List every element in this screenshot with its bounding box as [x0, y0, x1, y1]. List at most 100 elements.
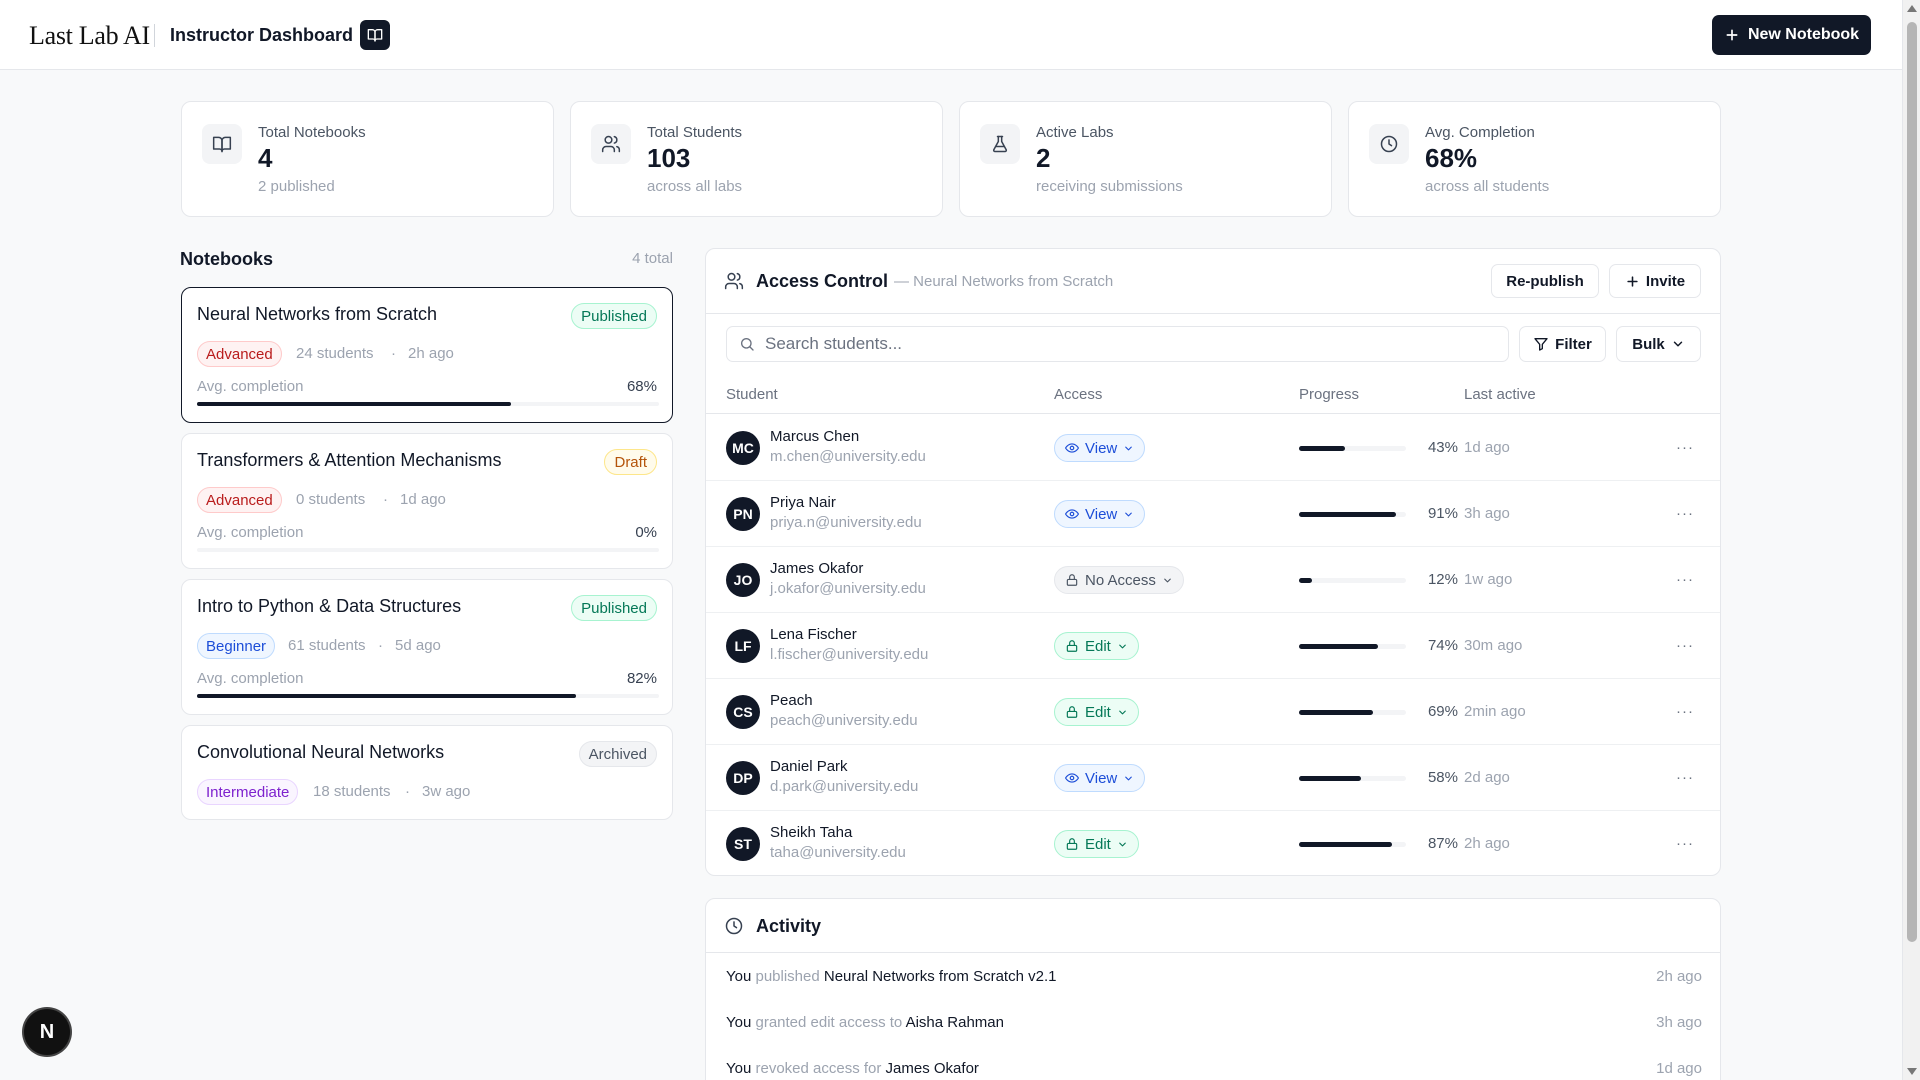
book-icon[interactable]: [360, 20, 390, 50]
avatar: DP: [726, 761, 760, 795]
page-scrollbar[interactable]: [1902, 0, 1920, 1080]
app-logo[interactable]: Last Lab AI: [29, 21, 150, 50]
notebook-students: 0 students: [296, 491, 366, 508]
table-header: Student Access Progress Last active: [706, 374, 1720, 414]
last-active: 2d ago: [1464, 769, 1510, 786]
republish-button[interactable]: Re-publish: [1491, 264, 1599, 298]
invite-button[interactable]: Invite: [1609, 264, 1701, 298]
chevron-down-icon: [1673, 341, 1682, 347]
notebook-students: 18 students: [313, 783, 391, 800]
column-header-progress[interactable]: Progress: [1299, 386, 1360, 403]
student-email: j.okafor@university.edu: [770, 580, 926, 597]
notebook-card[interactable]: Transformers & Attention Mechanisms Draf…: [181, 433, 673, 569]
more-actions-icon[interactable]: ···: [1676, 439, 1694, 456]
stat-card-students: Total Students 103 across all labs: [570, 101, 943, 217]
chevron-down-icon: [1125, 776, 1133, 780]
search-placeholder: Search students...: [765, 334, 903, 353]
plus-icon: [1627, 275, 1638, 287]
notebook-card[interactable]: Intro to Python & Data Structures Publis…: [181, 579, 673, 715]
more-actions-icon[interactable]: ···: [1676, 571, 1694, 588]
notebook-updated: 3w ago: [422, 783, 471, 800]
table-row[interactable]: MC Marcus Chen m.chen@university.edu View 43…: [706, 415, 1720, 481]
activity-target[interactable]: Aisha Rahman: [905, 1014, 1004, 1031]
access-level: View: [1085, 439, 1118, 457]
access-level: View: [1085, 505, 1118, 523]
bulk-dropdown[interactable]: Bulk: [1616, 326, 1701, 362]
notebook-updated: 5d ago: [395, 637, 441, 654]
plus-icon: [1726, 29, 1738, 41]
more-actions-icon[interactable]: ···: [1676, 637, 1694, 654]
access-dropdown[interactable]: Edit: [1054, 632, 1139, 660]
student-search-input[interactable]: Search students...: [726, 326, 1509, 362]
progress-bar-fill: [1299, 842, 1393, 847]
eye-icon: [1065, 443, 1079, 453]
avg-completion-label: Avg. completion: [197, 378, 304, 395]
avatar: CS: [726, 695, 760, 729]
access-level: Edit: [1085, 835, 1111, 853]
table-row[interactable]: PN Priya Nair priya.n@university.edu View 91…: [706, 481, 1720, 547]
notebook-students: 61 students: [288, 637, 366, 654]
student-email: priya.n@university.edu: [770, 514, 922, 531]
column-header-access[interactable]: Access: [1054, 386, 1103, 403]
stat-subtext: 2 published: [258, 178, 335, 195]
student-name: Lena Fischer: [770, 626, 857, 643]
access-level: View: [1085, 769, 1118, 787]
scrollbar-thumb[interactable]: [1907, 22, 1917, 942]
more-actions-icon[interactable]: ···: [1676, 703, 1694, 720]
more-actions-icon[interactable]: ···: [1676, 769, 1694, 786]
progress-percent: 87%: [1427, 835, 1458, 852]
more-actions-icon[interactable]: ···: [1676, 505, 1694, 522]
table-row[interactable]: DP Daniel Park d.park@university.edu View 58…: [706, 745, 1720, 811]
progress-percent: 91%: [1427, 505, 1458, 522]
dev-tools-badge[interactable]: N: [24, 1009, 70, 1055]
access-dropdown[interactable]: No Access: [1054, 566, 1184, 594]
progress-bar: [1299, 446, 1406, 451]
student-email: taha@university.edu: [770, 844, 906, 861]
notebook-updated: 2h ago: [408, 345, 454, 362]
access-dropdown[interactable]: Edit: [1054, 830, 1139, 858]
student-name: Sheikh Taha: [770, 824, 853, 841]
new-notebook-button[interactable]: New Notebook: [1712, 15, 1871, 55]
access-dropdown[interactable]: View: [1054, 764, 1146, 792]
access-dropdown[interactable]: View: [1054, 434, 1146, 462]
student-email: m.chen@university.edu: [770, 448, 926, 465]
more-actions-icon[interactable]: ···: [1676, 835, 1694, 852]
scroll-down-arrow[interactable]: [1907, 1068, 1917, 1075]
bulk-label: Bulk: [1632, 335, 1665, 353]
student-name: James Okafor: [770, 560, 864, 577]
activity-item: You granted edit access to Aisha Rahman …: [726, 1000, 1702, 1046]
access-dropdown[interactable]: View: [1054, 500, 1146, 528]
access-dropdown[interactable]: Edit: [1054, 698, 1139, 726]
meta-separator: ·: [405, 783, 410, 800]
progress-bar-fill: [1299, 710, 1373, 715]
activity-item: You published Neural Networks from Scrat…: [726, 954, 1702, 1000]
completion-bar: [197, 548, 659, 552]
table-row[interactable]: LF Lena Fischer l.fischer@university.edu Ed…: [706, 613, 1720, 679]
notebook-card[interactable]: Neural Networks from Scratch Published A…: [181, 287, 673, 423]
filter-button[interactable]: Filter: [1519, 326, 1606, 362]
scroll-up-arrow[interactable]: [1907, 5, 1917, 12]
lock-icon: [1066, 838, 1078, 850]
activity-actor: You: [726, 1014, 752, 1031]
student-name: Marcus Chen: [770, 428, 860, 445]
activity-target[interactable]: Neural Networks from Scratch v2.1: [823, 968, 1057, 985]
activity-verb: published: [755, 968, 820, 985]
last-active: 1d ago: [1464, 439, 1510, 456]
progress-percent: 12%: [1427, 571, 1458, 588]
table-row[interactable]: CS Peach peach@university.edu Edit 69% 2min a…: [706, 679, 1720, 745]
last-active: 2h ago: [1464, 835, 1510, 852]
top-bar: Last Lab AI Instructor Dashboard New Not…: [0, 0, 1902, 70]
table-row[interactable]: JO James Okafor j.okafor@university.edu No …: [706, 547, 1720, 613]
column-header-student[interactable]: Student: [726, 386, 778, 403]
progress-percent: 74%: [1427, 637, 1458, 654]
activity-title: Activity: [756, 916, 822, 936]
stat-subtext: receiving submissions: [1036, 178, 1183, 195]
progress-percent: 69%: [1427, 703, 1458, 720]
column-header-last-active[interactable]: Last active: [1464, 386, 1536, 403]
notebook-card[interactable]: Convolutional Neural Networks Archived I…: [181, 725, 673, 820]
completion-bar: [197, 694, 659, 698]
activity-target[interactable]: James Okafor: [885, 1060, 979, 1077]
header-divider: [154, 24, 155, 47]
table-row[interactable]: ST Sheikh Taha taha@university.edu Edit 87% 2…: [706, 811, 1720, 875]
activity-time: 1d ago: [1656, 1060, 1702, 1077]
